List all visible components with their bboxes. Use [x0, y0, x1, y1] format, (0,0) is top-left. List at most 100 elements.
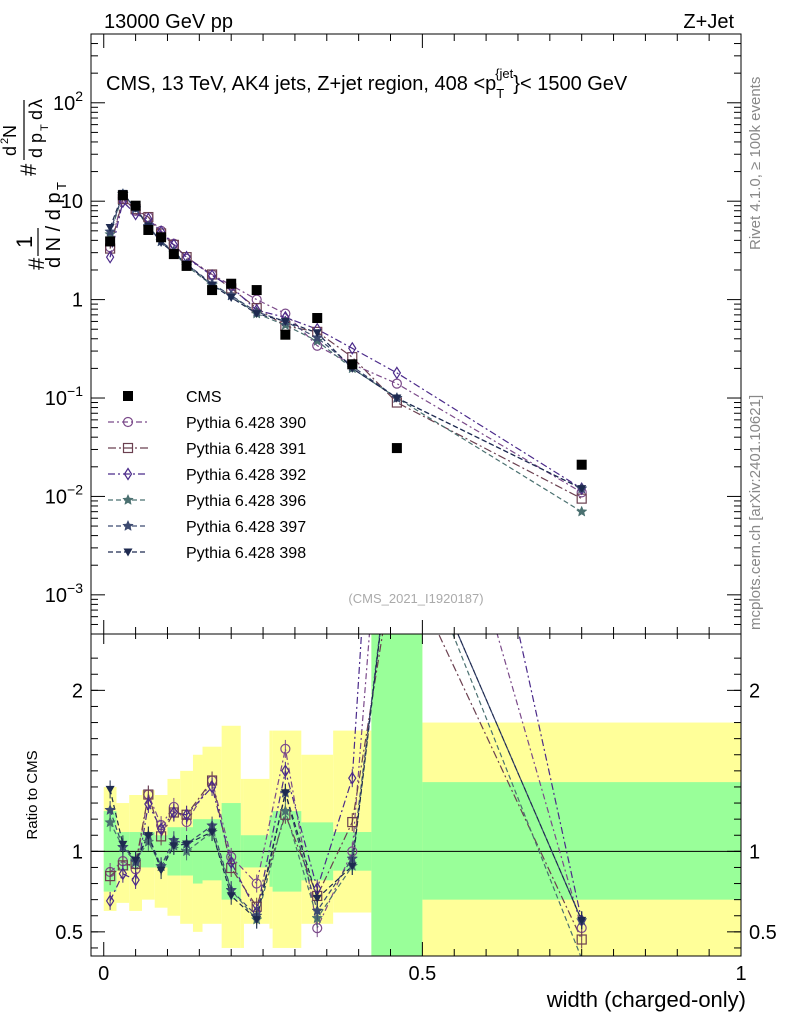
svg-text:#: # [24, 257, 49, 270]
cms-data-point [130, 200, 141, 211]
series-point-main [575, 505, 588, 517]
series-point-ratio [311, 904, 324, 916]
legend-label: Pythia 6.428 396 [186, 493, 306, 510]
y-tick-label: 10−3 [45, 580, 83, 607]
ratio-y-tick-label: 1 [72, 841, 83, 863]
series-point-main [312, 329, 322, 338]
series-line-ratio [109, 634, 582, 956]
legend-label: Pythia 6.428 390 [186, 415, 306, 432]
cms-data-point [312, 313, 323, 324]
series-point-ratio [131, 856, 141, 865]
series-point-main [226, 294, 236, 303]
y-tick-label: 10−1 [45, 383, 83, 410]
series-point-main [348, 341, 357, 355]
ratio-plot-frame [90, 633, 742, 957]
title-left: CMS, 13 TeV, AK4 jets, Z+jet region, 408… [106, 73, 496, 95]
series-point-main [251, 294, 262, 305]
x-tick-label: 0.5 [408, 963, 436, 985]
svg-text:T: T [54, 182, 69, 190]
y-tick-label: 10 [61, 191, 83, 213]
legend-marker [122, 416, 134, 428]
series-point-ratio [281, 764, 290, 778]
svg-text:λ: λ [26, 99, 46, 108]
plot-title: CMS, 13 TeV, AK4 jets, Z+jet region, 408… [106, 66, 628, 101]
series-point-ratio [251, 878, 262, 889]
series-point-ratio [347, 816, 358, 828]
svg-text:T: T [39, 124, 51, 131]
cms-data-point [391, 443, 402, 454]
ratio-y-tick-label-right: 2 [749, 680, 760, 702]
legend-marker [122, 519, 134, 531]
series-point-main [577, 485, 587, 494]
series-point-ratio [577, 916, 587, 925]
svg-text:#: # [16, 163, 41, 176]
title-sub: T [496, 86, 504, 101]
cms-data-point [117, 190, 128, 201]
series-point-main [105, 224, 115, 233]
cms-data-point [168, 249, 179, 260]
series-point-main [280, 317, 290, 326]
legend: CMS Pythia 6.428 390 Pythia 6.428 391 Pythi… [108, 389, 306, 562]
energy-label: 13000 GeV pp [104, 11, 233, 33]
rivet-label: Rivet 4.1.0, ≥ 100k events [747, 77, 764, 250]
series-point-ratio [226, 855, 236, 870]
data-markers [104, 187, 588, 949]
series-point-main [392, 366, 402, 380]
legend-label: Pythia 6.428 398 [186, 545, 306, 562]
svg-text:d N / d p: d N / d p [43, 192, 65, 268]
legend-label: Pythia 6.428 392 [186, 467, 306, 484]
series-line-main [109, 196, 583, 493]
series-point-ratio [105, 785, 115, 794]
series-point-ratio [576, 934, 587, 945]
legend-label-cms: CMS [186, 389, 222, 406]
series-line-main [109, 192, 582, 490]
legend-marker [122, 493, 134, 505]
ratio-y-tick-label-right: 0.5 [749, 922, 777, 944]
main-y-axis-label: # 1 d N / d p T # d 2 N d p T d λ [0, 99, 69, 270]
series-point-ratio [207, 780, 217, 794]
y-tick-label: 102 [53, 88, 83, 115]
series-point-ratio [348, 771, 357, 785]
cms-data-point [156, 232, 167, 243]
svg-text:d p: d p [26, 133, 46, 158]
series-point-ratio [169, 842, 179, 851]
series-point-main [392, 394, 402, 403]
series-point-ratio [182, 840, 192, 849]
series-point-main [252, 310, 262, 319]
y-tick-label: 10−2 [45, 481, 83, 508]
ratio-y-axis-label: Ratio to CMS [24, 750, 41, 839]
series-point-main [105, 250, 115, 264]
ratio-y-tick-label: 0.5 [55, 922, 83, 944]
cms-data-point [181, 260, 192, 271]
ratio-y-tick-label: 2 [72, 680, 83, 702]
legend-marker-cms [123, 391, 133, 401]
series-point-ratio [226, 892, 236, 901]
y-tick-label: 1 [72, 290, 83, 312]
series-point-ratio [169, 805, 179, 820]
svg-text:N: N [0, 125, 20, 138]
cms-data-point [347, 359, 358, 370]
inner-band-segment [371, 634, 423, 956]
series-point-ratio [144, 797, 153, 811]
cms-data-point [251, 285, 262, 296]
series-point-ratio [279, 804, 292, 817]
series-point-ratio [156, 822, 166, 836]
legend-label: Pythia 6.428 391 [186, 441, 306, 458]
legend-marker [123, 548, 133, 557]
series-point-ratio [280, 789, 290, 798]
series-point-ratio [118, 840, 128, 849]
series-point-ratio [131, 873, 140, 887]
x-tick-label: 1 [735, 963, 746, 985]
inner-band-segment [422, 782, 741, 900]
series-point-ratio [104, 803, 116, 816]
title-right: }< 1500 GeV [513, 73, 628, 95]
series-point-ratio [252, 916, 262, 925]
series-point-ratio [207, 828, 217, 837]
series-point-ratio [143, 832, 153, 841]
series-point-ratio [182, 808, 191, 822]
series-point-ratio [280, 743, 291, 754]
series-point-main [391, 378, 402, 389]
series-point-ratio [105, 871, 116, 882]
